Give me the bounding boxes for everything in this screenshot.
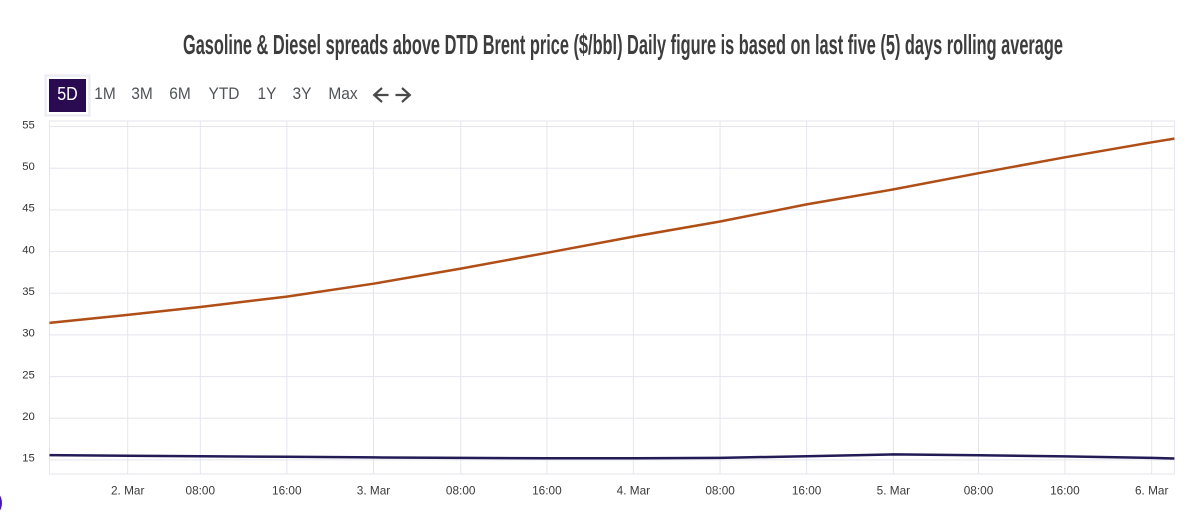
- svg-text:30: 30: [22, 328, 35, 340]
- svg-text:35: 35: [22, 286, 35, 298]
- svg-text:15: 15: [22, 453, 35, 465]
- svg-text:50: 50: [22, 161, 35, 173]
- svg-text:40: 40: [22, 244, 35, 256]
- svg-text:5. Mar: 5. Mar: [877, 484, 911, 498]
- svg-text:20: 20: [22, 411, 35, 423]
- svg-text:16:00: 16:00: [532, 484, 562, 498]
- svg-text:2. Mar: 2. Mar: [111, 484, 145, 498]
- svg-text:45: 45: [22, 203, 35, 215]
- svg-text:08:00: 08:00: [446, 484, 476, 498]
- svg-text:08:00: 08:00: [186, 484, 216, 498]
- svg-text:6. Mar: 6. Mar: [1135, 484, 1169, 498]
- svg-text:16:00: 16:00: [792, 484, 822, 498]
- svg-text:08:00: 08:00: [705, 484, 735, 498]
- svg-text:08:00: 08:00: [964, 484, 994, 498]
- svg-text:55: 55: [22, 119, 35, 131]
- svg-text:25: 25: [22, 369, 35, 381]
- svg-text:16:00: 16:00: [272, 484, 302, 498]
- svg-text:16:00: 16:00: [1050, 484, 1080, 498]
- svg-text:3. Mar: 3. Mar: [357, 484, 391, 498]
- svg-text:4. Mar: 4. Mar: [617, 484, 651, 498]
